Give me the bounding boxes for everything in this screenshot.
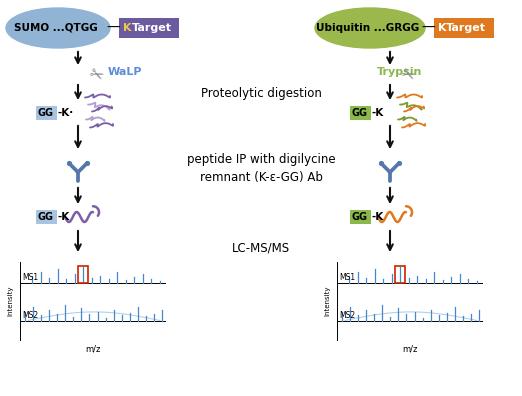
Text: Trypsin: Trypsin <box>377 67 422 77</box>
Text: K: K <box>123 23 131 33</box>
FancyBboxPatch shape <box>35 210 56 224</box>
Text: Intensity: Intensity <box>7 286 13 316</box>
Text: GG: GG <box>352 108 368 118</box>
Text: Intensity: Intensity <box>324 286 330 316</box>
Text: ✂: ✂ <box>398 63 418 85</box>
Text: Ubiquitin ...GRGG: Ubiquitin ...GRGG <box>316 23 420 33</box>
Ellipse shape <box>6 8 110 48</box>
Text: MS1: MS1 <box>339 273 355 282</box>
Text: SUMO ...QTGG: SUMO ...QTGG <box>14 23 98 33</box>
Text: m/z: m/z <box>402 345 417 354</box>
FancyBboxPatch shape <box>350 210 371 224</box>
Text: —: — <box>421 21 435 35</box>
Text: GG: GG <box>38 108 54 118</box>
Text: MS1: MS1 <box>22 273 38 282</box>
Text: Target: Target <box>132 23 172 33</box>
Text: LC-MS/MS: LC-MS/MS <box>232 242 290 255</box>
Text: MS2: MS2 <box>339 310 355 320</box>
Text: GG: GG <box>352 212 368 222</box>
Text: Target: Target <box>446 23 486 33</box>
Text: Proteolytic digestion: Proteolytic digestion <box>200 88 322 101</box>
FancyBboxPatch shape <box>119 18 179 38</box>
FancyBboxPatch shape <box>350 106 371 120</box>
Text: -K: -K <box>372 108 384 118</box>
Text: K: K <box>438 23 446 33</box>
Ellipse shape <box>315 8 425 48</box>
Text: MS2: MS2 <box>22 310 38 320</box>
Text: ✂: ✂ <box>86 63 106 85</box>
FancyBboxPatch shape <box>434 18 494 38</box>
Text: -K: -K <box>58 212 70 222</box>
Text: GG: GG <box>38 212 54 222</box>
Text: peptide IP with digilycine
remnant (K-ε-GG) Ab: peptide IP with digilycine remnant (K-ε-… <box>187 152 335 183</box>
Text: -K: -K <box>372 212 384 222</box>
Text: m/z: m/z <box>85 345 100 354</box>
Text: —: — <box>106 21 120 35</box>
Text: WaLP: WaLP <box>108 67 143 77</box>
FancyBboxPatch shape <box>35 106 56 120</box>
Text: -K·: -K· <box>58 108 74 118</box>
